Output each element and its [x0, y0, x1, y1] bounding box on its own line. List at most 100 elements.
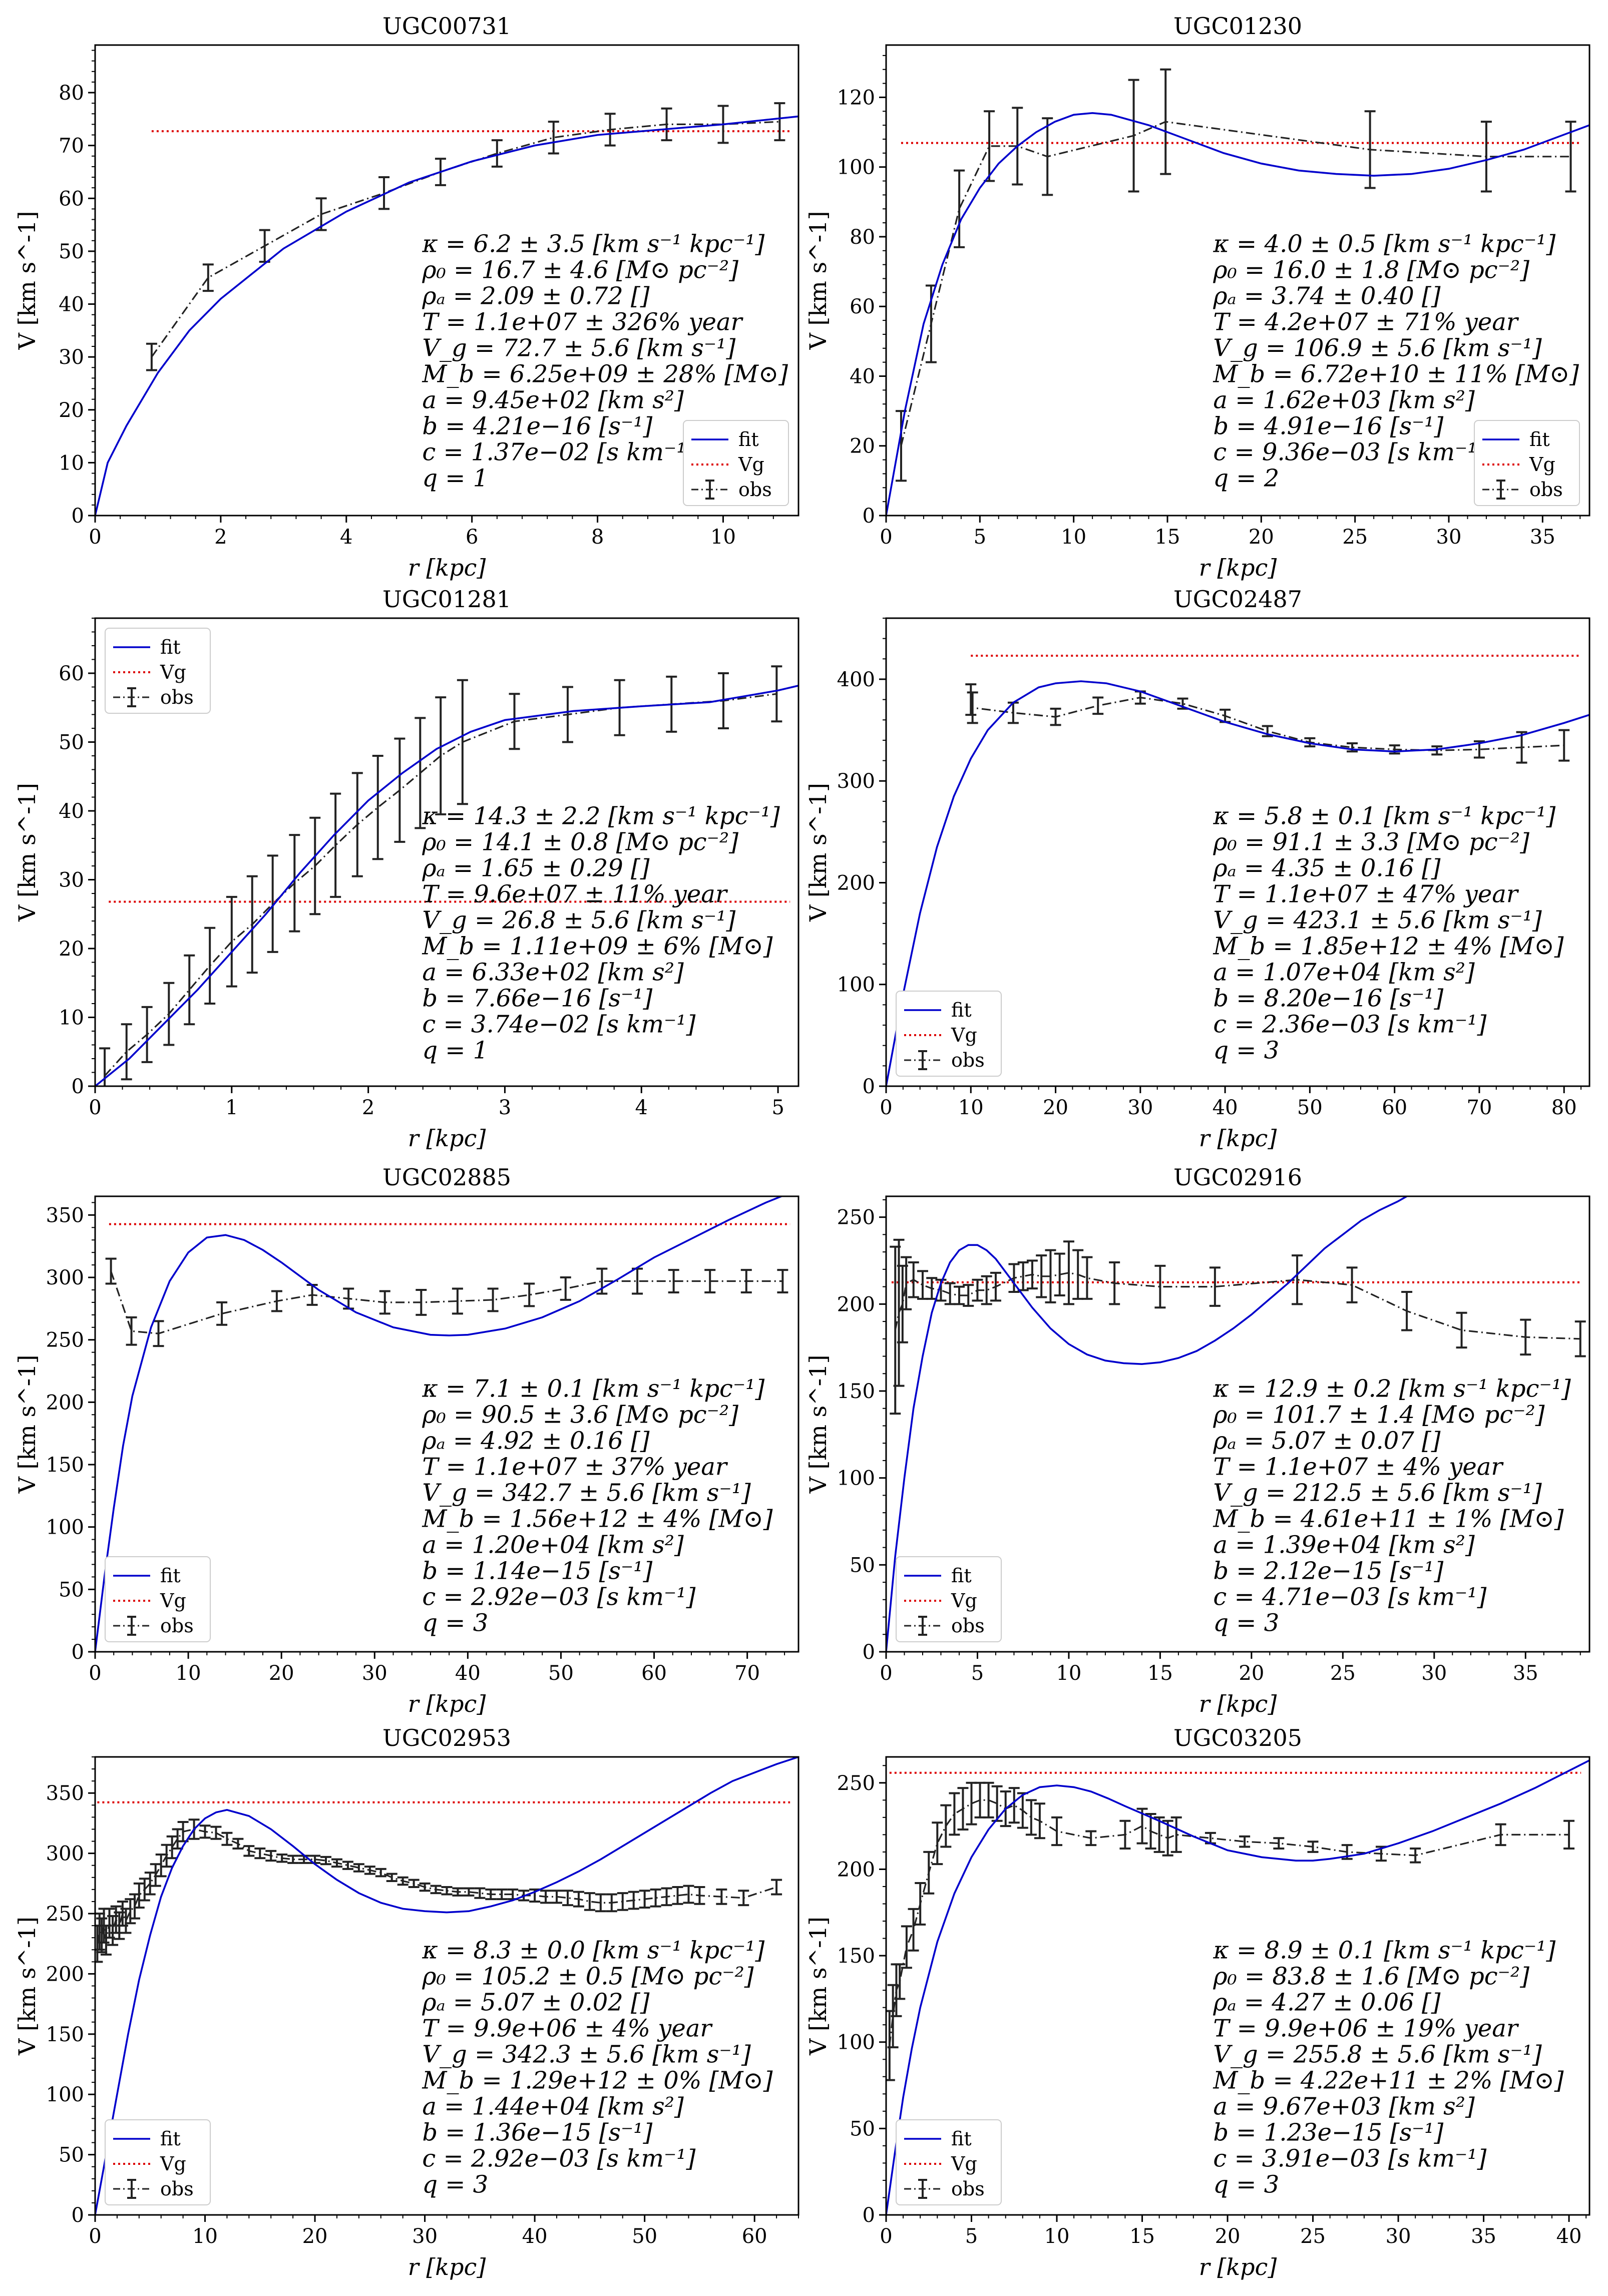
x-tick-label: 25	[1342, 526, 1368, 549]
obs-errorbar	[1292, 1254, 1303, 1305]
obs-errorbar	[967, 691, 978, 724]
annotation-line: V_g = 423.1 ± 5.6 [km s⁻¹]	[1213, 906, 1542, 934]
y-tick-label: 60	[850, 295, 875, 318]
annotation-line: c = 3.74e−02 [s km⁻¹]	[422, 1010, 695, 1038]
annotation-line: T = 9.9e+06 ± 4% year	[422, 2015, 713, 2043]
annotation-line: b = 4.21e−16 [s⁻¹]	[422, 412, 652, 440]
obs-errorbar	[1170, 1816, 1182, 1853]
y-tick-label: 20	[59, 399, 84, 422]
obs-errorbar	[595, 1893, 606, 1913]
x-tick-label: 40	[1556, 2225, 1582, 2248]
y-tick-label: 50	[850, 1554, 875, 1577]
obs-errorbar	[738, 1890, 749, 1907]
y-tick-label: 20	[850, 435, 875, 458]
x-tick-label: 40	[1213, 1096, 1238, 1119]
obs-errorbar	[378, 176, 390, 210]
obs-errorbar	[435, 696, 447, 815]
obs-errorbar	[1209, 1266, 1221, 1307]
legend: fit Vg obs	[105, 1556, 211, 1642]
obs-errorbar	[740, 1269, 752, 1293]
y-tick-label: 50	[59, 2144, 84, 2167]
obs-errorbar	[139, 1878, 150, 1902]
annotation-line: V_g = 255.8 ± 5.6 [km s⁻¹]	[1213, 2041, 1542, 2069]
annotation-line: M_b = 6.25e+09 ± 28% [M⊙]	[422, 360, 788, 388]
annotation-line: a = 9.67e+03 [km s²]	[1213, 2093, 1475, 2121]
chart-panel-ugc02916: UGC02916 0 5 10 15 20 25 30 35 0 50 100 150 200 250 r […	[805, 1164, 1590, 1717]
annotation-line: κ = 7.1 ± 0.1 [km s⁻¹ kpc⁻¹]	[422, 1374, 764, 1403]
annotation-line: ρₐ = 4.92 ± 0.16 []	[422, 1427, 649, 1455]
obs-errorbar	[485, 1888, 497, 1901]
obs-errorbar	[474, 1887, 486, 1899]
obs-errorbar	[1154, 1264, 1166, 1309]
x-tick-label: 70	[1466, 1096, 1492, 1119]
annotation-line: b = 8.20e−16 [s⁻¹]	[1213, 984, 1443, 1012]
obs-errorbar	[199, 1824, 211, 1839]
x-tick-label: 20	[1043, 1096, 1068, 1119]
y-tick-label: 350	[46, 1782, 84, 1805]
obs-errorbar	[1025, 1799, 1037, 1836]
obs-errorbar	[895, 410, 907, 482]
y-tick-label: 40	[59, 293, 84, 316]
legend-obs-label: obs	[738, 479, 772, 501]
obs-errorbar	[524, 1282, 535, 1307]
annotation-line: b = 4.91e−16 [s⁻¹]	[1213, 412, 1443, 440]
obs-errorbar	[1109, 1261, 1120, 1305]
x-tick-label: 5	[974, 526, 986, 549]
legend-box	[896, 1556, 1002, 1642]
obs-errorbar	[894, 1963, 906, 2000]
obs-errorbar	[893, 1238, 905, 1387]
x-axis-label: r [kpc]	[1199, 1690, 1277, 1717]
obs-errorbar	[628, 1891, 639, 1910]
x-tick-label: 2	[362, 1096, 374, 1119]
obs-errorbar	[254, 1848, 266, 1860]
legend: fit Vg obs	[896, 2119, 1002, 2205]
x-tick-label: 15	[1129, 2225, 1155, 2248]
y-tick-label: 100	[837, 1467, 875, 1490]
obs-errorbar	[551, 1890, 563, 1904]
obs-errorbar	[926, 1277, 938, 1300]
obs-errorbar	[243, 1845, 255, 1857]
obs-errorbar	[375, 1868, 386, 1878]
annotation-line: ρ₀ = 105.2 ± 0.5 [M⊙ pc⁻²]	[422, 1963, 753, 1991]
y-tick-label: 400	[837, 668, 875, 691]
annotation-line: c = 2.92e−03 [s km⁻¹]	[422, 1583, 695, 1611]
annotation-line: T = 1.1e+07 ± 326% year	[422, 308, 743, 336]
annotation-line: T = 1.1e+07 ± 47% year	[1213, 880, 1519, 908]
x-tick-label: 2	[214, 526, 227, 549]
obs-errorbar	[540, 1890, 552, 1904]
obs-errorbar	[617, 1892, 628, 1911]
annotation-line: a = 1.39e+04 [km s²]	[1213, 1531, 1475, 1559]
obs-errorbar	[415, 717, 426, 829]
annotation-line: κ = 8.3 ± 0.0 [km s⁻¹ kpc⁻¹]	[422, 1937, 764, 1965]
obs-errorbar	[963, 1284, 974, 1307]
annotation-line: q = 2	[1213, 465, 1279, 493]
x-tick-label: 10	[710, 526, 736, 549]
x-tick-label: 50	[548, 1662, 574, 1685]
obs-errorbar	[309, 1855, 321, 1864]
obs-errorbar	[1085, 1830, 1097, 1847]
y-tick-label: 200	[837, 1858, 875, 1881]
x-tick-label: 35	[1530, 526, 1555, 549]
obs-errorbar	[604, 113, 616, 147]
x-tick-label: 20	[1215, 2225, 1241, 2248]
obs-errorbar	[141, 1006, 153, 1063]
obs-errorbar	[562, 686, 573, 743]
fit-line	[95, 115, 798, 516]
annotation-line: a = 1.62e+03 [km s²]	[1213, 386, 1475, 414]
obs-errorbar	[1574, 1320, 1586, 1357]
obs-errorbar	[1495, 1823, 1506, 1847]
x-tick-label: 5	[771, 1096, 784, 1119]
obs-errorbar	[457, 679, 468, 805]
obs-errorbar	[246, 875, 258, 974]
obs-errorbar	[463, 1887, 475, 1897]
legend-box	[105, 1556, 211, 1642]
y-tick-label: 150	[837, 1945, 875, 1968]
x-tick-label: 60	[742, 2225, 767, 2248]
legend-box	[1474, 420, 1580, 506]
obs-errorbar	[639, 1890, 650, 1909]
fit-line	[886, 1196, 1407, 1652]
chart-panel-ugc02953: UGC02953 0 10 20 30 40 50 60 0 50 100 150 200 250 300 3…	[14, 1724, 799, 2280]
annotation-line: κ = 6.2 ± 3.5 [km s⁻¹ kpc⁻¹]	[422, 230, 764, 258]
y-tick-label: 200	[837, 871, 875, 894]
